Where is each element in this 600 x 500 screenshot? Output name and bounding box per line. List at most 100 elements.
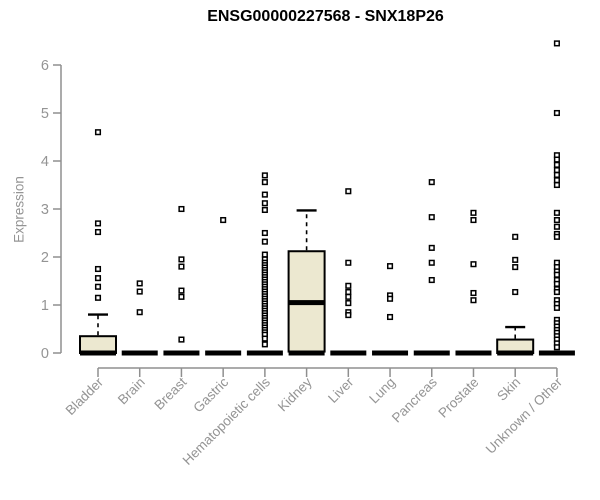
outlier-point-unknown-other bbox=[553, 216, 560, 224]
outlier-point-unknown-other bbox=[553, 177, 560, 184]
x-category-label: Unknown / Other bbox=[483, 374, 566, 457]
outlier-point-breast bbox=[178, 287, 185, 294]
outlier-point-liver bbox=[345, 312, 352, 319]
outlier-point-skin bbox=[512, 233, 519, 240]
zero-bar-brain bbox=[121, 350, 158, 356]
outlier-point-hematopoietic-cells bbox=[261, 179, 268, 186]
outlier-point-unknown-other bbox=[553, 288, 560, 296]
x-category-label: Lung bbox=[366, 375, 398, 407]
outlier-point-hematopoietic-cells bbox=[261, 335, 268, 342]
outlier-point-bladder bbox=[94, 129, 102, 136]
outlier-point-breast bbox=[178, 336, 185, 343]
chart-title: ENSG00000227568 - SNX18P26 bbox=[207, 8, 444, 25]
outlier-point-bladder bbox=[94, 283, 102, 290]
outlier-point-pancreas bbox=[428, 244, 435, 251]
y-tick-label: 3 bbox=[41, 202, 49, 218]
outlier-point-pancreas bbox=[428, 259, 435, 266]
outlier-point-unknown-other bbox=[553, 280, 560, 287]
outlier-point-liver bbox=[345, 300, 352, 307]
outlier-point-unknown-other bbox=[553, 209, 560, 216]
outlier-point-breast bbox=[178, 205, 185, 213]
outlier-point-breast bbox=[178, 256, 185, 263]
outlier-point-hematopoietic-cells bbox=[261, 251, 268, 258]
zero-bar-unknown-other bbox=[538, 350, 575, 356]
zero-bar-hematopoietic-cells bbox=[246, 350, 283, 356]
outlier-point-bladder bbox=[94, 228, 102, 236]
outlier-point-liver bbox=[345, 288, 352, 296]
y-tick-label: 2 bbox=[41, 250, 49, 266]
outlier-point-unknown-other bbox=[553, 40, 560, 47]
outlier-point-brain bbox=[136, 280, 143, 287]
zero-bar-lung bbox=[372, 350, 409, 356]
outlier-point-bladder bbox=[94, 275, 102, 282]
x-category-label: Liver bbox=[325, 374, 357, 406]
outlier-point-bladder bbox=[94, 220, 102, 227]
outlier-point-unknown-other bbox=[553, 167, 560, 174]
median-kidney bbox=[288, 300, 325, 306]
x-category-label: Gastric bbox=[190, 374, 231, 415]
outlier-point-pancreas bbox=[428, 179, 435, 186]
outlier-point-skin bbox=[512, 288, 519, 296]
outlier-point-unknown-other bbox=[553, 304, 560, 311]
outlier-point-skin bbox=[512, 264, 519, 271]
y-tick-label: 1 bbox=[41, 298, 49, 314]
outlier-point-prostate bbox=[470, 261, 477, 268]
outlier-point-gastric bbox=[220, 216, 227, 224]
outlier-point-liver bbox=[345, 259, 352, 266]
zero-bar-pancreas bbox=[413, 350, 450, 356]
outlier-point-hematopoietic-cells bbox=[261, 341, 268, 348]
outlier-point-brain bbox=[136, 288, 143, 295]
zero-bar-kidney bbox=[288, 350, 325, 356]
outlier-point-prostate bbox=[470, 289, 477, 297]
outlier-point-unknown-other bbox=[553, 344, 560, 351]
outlier-point-unknown-other bbox=[553, 109, 560, 117]
x-category-label: Kidney bbox=[275, 374, 315, 414]
outlier-point-breast bbox=[178, 263, 185, 270]
outlier-point-unknown-other bbox=[553, 271, 560, 278]
outlier-point-bladder bbox=[94, 294, 102, 301]
x-category-label: Pancreas bbox=[389, 374, 440, 425]
outlier-point-hematopoietic-cells bbox=[261, 206, 268, 214]
zero-bar-liver bbox=[330, 350, 367, 356]
outlier-point-unknown-other bbox=[553, 223, 560, 230]
outlier-point-hematopoietic-cells bbox=[261, 238, 268, 245]
zero-bar-gastric bbox=[205, 350, 242, 356]
outlier-point-liver bbox=[345, 188, 352, 195]
x-category-label: Skin bbox=[494, 375, 523, 404]
outlier-point-pancreas bbox=[428, 276, 435, 284]
outlier-point-unknown-other bbox=[553, 156, 560, 163]
outlier-point-unknown-other bbox=[553, 181, 560, 189]
outlier-point-breast bbox=[178, 293, 185, 300]
outlier-point-hematopoietic-cells bbox=[261, 172, 268, 179]
outlier-point-prostate bbox=[470, 297, 477, 304]
outlier-point-unknown-other bbox=[553, 233, 560, 240]
box-bladder bbox=[79, 335, 117, 355]
x-category-label: Prostate bbox=[435, 375, 481, 421]
x-category-label: Breast bbox=[151, 374, 189, 412]
outlier-point-lung bbox=[386, 313, 394, 321]
x-category-label: Brain bbox=[115, 375, 148, 408]
y-tick-label: 0 bbox=[41, 346, 49, 362]
outlier-point-pancreas bbox=[428, 214, 435, 221]
outlier-point-prostate bbox=[470, 216, 477, 224]
y-tick-label: 4 bbox=[41, 154, 49, 170]
outlier-point-unknown-other bbox=[553, 171, 560, 178]
outlier-point-lung bbox=[386, 263, 394, 270]
outlier-point-hematopoietic-cells bbox=[261, 191, 268, 198]
zero-bar-bladder bbox=[80, 350, 116, 356]
outlier-point-unknown-other bbox=[553, 161, 560, 168]
outlier-point-liver bbox=[345, 293, 352, 300]
y-tick-label: 5 bbox=[41, 106, 49, 122]
outlier-point-hematopoietic-cells bbox=[261, 229, 268, 237]
zero-bar-prostate bbox=[455, 350, 492, 356]
outlier-point-liver bbox=[345, 282, 352, 289]
zero-bar-breast bbox=[163, 350, 200, 356]
x-category-label: Bladder bbox=[63, 374, 107, 418]
outlier-point-brain bbox=[136, 309, 143, 316]
outlier-point-skin bbox=[512, 256, 519, 263]
outlier-point-bladder bbox=[94, 265, 102, 273]
outlier-point-hematopoietic-cells bbox=[261, 200, 268, 207]
outlier-point-lung bbox=[386, 295, 394, 302]
